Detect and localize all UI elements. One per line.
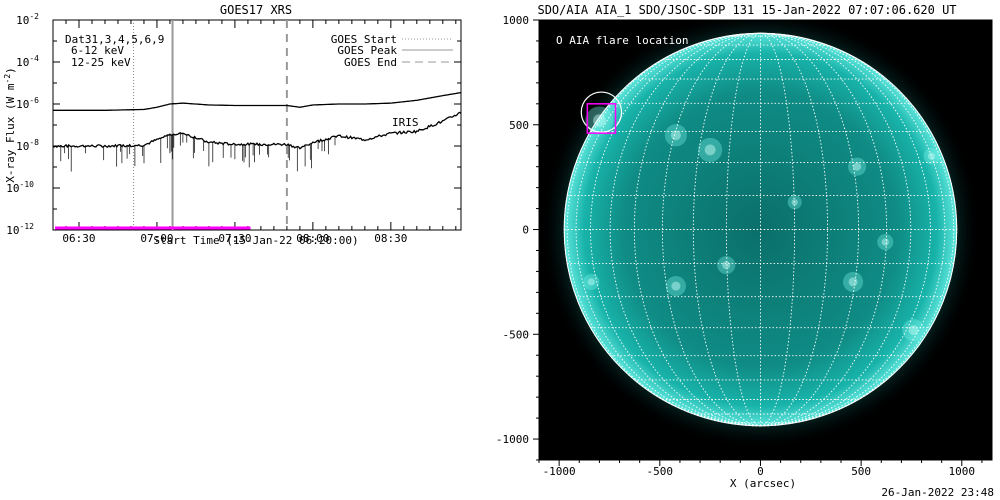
active-region-core	[848, 277, 858, 287]
aia-xtick-label: -500	[647, 465, 674, 478]
active-region-core	[791, 199, 798, 206]
solar-limb	[563, 32, 958, 427]
aia-xtick-label: 1000	[949, 465, 976, 478]
legend-goes-start: GOES Start	[331, 33, 397, 46]
goes-xtick-label: 08:30	[374, 232, 407, 245]
aia-title: SDO/AIA AIA_1 SDO/JSOC-SDP 131 15-Jan-20…	[537, 3, 956, 17]
longitude-line	[661, 32, 761, 427]
goes-ytick-label: 10-12	[6, 222, 34, 237]
legend-12-25-kev: 12-25 keV	[71, 56, 131, 69]
legend-goes-peak: GOES Peak	[337, 44, 397, 57]
iris-label: IRIS	[392, 116, 419, 129]
goes-y-axis-label: X-ray Flux (W m-2)	[3, 67, 17, 183]
active-region	[698, 137, 723, 162]
active-region	[665, 276, 686, 297]
active-region-core	[671, 281, 681, 291]
goes-ytick-label: 10-8	[16, 138, 39, 153]
aia-plot-frame	[538, 19, 993, 461]
active-region-core	[881, 238, 889, 246]
longitude-line	[725, 32, 761, 427]
goes-xtick-label: 07:30	[218, 232, 251, 245]
longitude-line	[760, 32, 796, 427]
goes-ytick-label: 10-4	[16, 54, 39, 69]
active-region-core	[908, 325, 919, 336]
goes-plot-frame	[52, 19, 462, 231]
goes-x-axis: 06:30 07:00 07:30 08:00 08:30	[52, 20, 457, 245]
heliographic-grid	[563, 32, 958, 427]
active-region	[787, 195, 802, 210]
goes-xrs-plot: GOES17 XRS 10-2 10-4 10-6 10-8 10-10 10-12 06…	[3, 3, 462, 247]
goes-xtick-label: 06:30	[62, 232, 95, 245]
series-line-6-12-kev	[53, 91, 462, 111]
aia-y-axis: 1000 500 0 -500 -1000	[496, 14, 539, 461]
active-region	[877, 234, 894, 251]
aia-ytick-label: 0	[522, 224, 529, 237]
series-noise-12-25-kev	[60, 132, 336, 172]
legend-dat-label: Dat31,3,4,5,6,9	[65, 33, 164, 46]
aia-x-axis-label: X (arcsec)	[730, 477, 796, 490]
active-region-core	[853, 162, 862, 171]
longitude-line	[760, 32, 931, 427]
generation-timestamp: 26-Jan-2022 23:48	[881, 486, 994, 499]
series-line-12-25-kev	[52, 111, 462, 150]
aia-ytick-label: 1000	[503, 14, 530, 27]
goes-xtick-label: 08:00	[296, 232, 329, 245]
aia-ytick-label: -1000	[496, 433, 529, 446]
legend-goes-end: GOES End	[344, 56, 397, 69]
longitude-line	[760, 32, 888, 427]
aia-image-plot: SDO/AIA AIA_1 SDO/JSOC-SDP 131 15-Jan-20…	[496, 3, 993, 490]
aia-xtick-label: 500	[851, 465, 871, 478]
longitude-line	[760, 32, 946, 427]
longitude-line	[760, 32, 955, 427]
goes-ytick-label: 10-6	[16, 96, 39, 111]
longitude-line	[575, 32, 761, 427]
longitude-line	[760, 32, 912, 427]
goes-xtick-label: 07:00	[140, 232, 173, 245]
active-region	[664, 124, 687, 147]
flare-location-marker	[580, 91, 623, 133]
goes-ytick-label: 10-10	[6, 180, 34, 195]
aia-xtick-label: 0	[757, 465, 764, 478]
aia-x-axis: -1000 -500 0 500 1000	[538, 460, 983, 478]
goes-x-axis-label: Start Time (15-Jan-22 06:20:00)	[153, 234, 358, 247]
active-region	[843, 271, 864, 292]
aia-ytick-label: -500	[503, 328, 530, 341]
active-region	[717, 256, 736, 275]
goes-ytick-label: 10-2	[16, 12, 39, 27]
iris-fov-label: IRIS FOV	[552, 432, 605, 445]
active-region	[902, 319, 925, 342]
aia-xtick-label: -1000	[543, 465, 576, 478]
iris-fov-box	[586, 103, 617, 134]
legend-6-12-kev: 6-12 keV	[71, 44, 124, 57]
longitude-line	[590, 32, 761, 427]
aia-legend-flare-location: O AIA flare location	[556, 34, 688, 47]
aia-ytick-label: 500	[509, 119, 529, 132]
longitude-line	[633, 32, 761, 427]
active-region-core	[722, 261, 731, 270]
active-region-core	[704, 144, 716, 156]
longitude-line	[609, 32, 761, 427]
active-region-core	[587, 278, 595, 286]
active-region	[923, 148, 940, 165]
active-regions	[583, 106, 940, 342]
goes-title: GOES17 XRS	[220, 3, 292, 17]
active-region-core	[927, 152, 936, 160]
longitude-line	[760, 32, 860, 427]
